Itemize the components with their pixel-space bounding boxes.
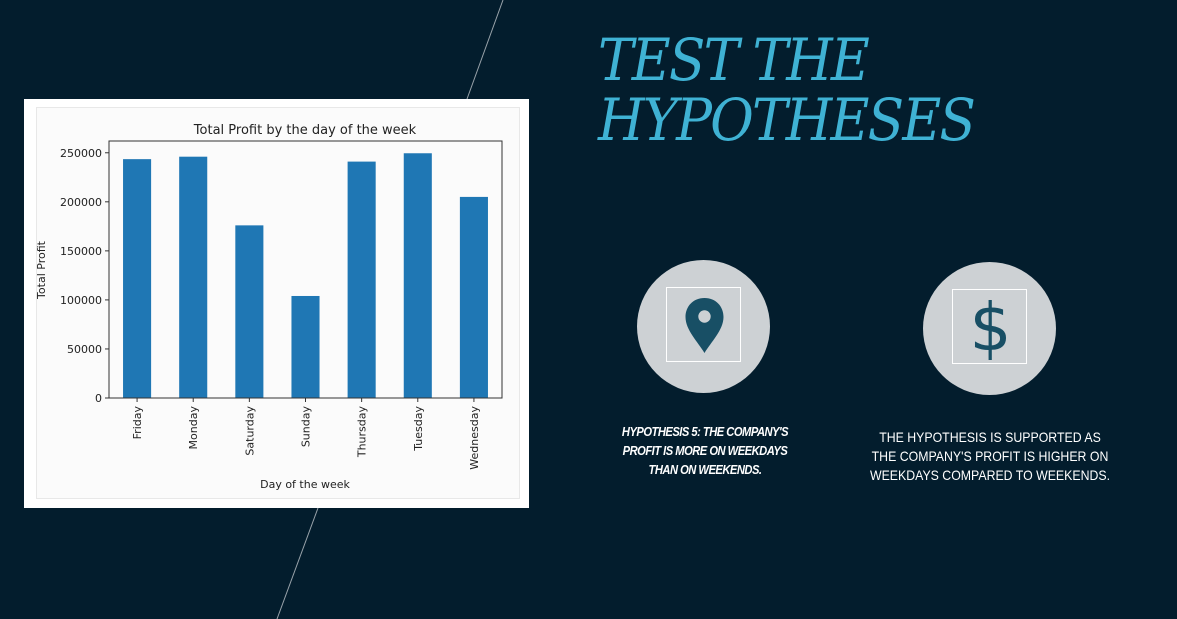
bar-saturday bbox=[235, 225, 264, 398]
x-tick-label-monday: Monday bbox=[187, 406, 200, 450]
bar-friday bbox=[123, 159, 152, 398]
slide-title: TEST THE HYPOTHESES bbox=[598, 26, 976, 154]
x-tick-label-wednesday: Wednesday bbox=[468, 406, 481, 470]
y-axis: 0 50000 100000 150000 200000 250000 bbox=[60, 147, 109, 405]
x-tick-label-thursday: Thursday bbox=[356, 406, 369, 459]
dollar-icon-badge: $ bbox=[923, 262, 1056, 395]
y-tick-label: 0 bbox=[95, 392, 102, 405]
bar-group bbox=[123, 153, 488, 398]
slide-title-line-1: TEST THE bbox=[598, 26, 870, 94]
location-pin-icon bbox=[685, 298, 724, 353]
icon-frame bbox=[666, 287, 741, 362]
x-axis-label: Day of the week bbox=[260, 478, 350, 491]
x-tick-label-tuesday: Tuesday bbox=[412, 406, 425, 452]
bar-sunday bbox=[291, 295, 320, 398]
bar-tuesday bbox=[403, 153, 432, 398]
y-tick-label: 50000 bbox=[67, 343, 102, 356]
bar-wednesday bbox=[459, 196, 488, 398]
hypothesis-result: THE HYPOTHESIS IS SUPPORTED AS THE COMPA… bbox=[869, 429, 1111, 483]
bar-monday bbox=[179, 156, 208, 398]
dollar-sign-icon: $ bbox=[969, 288, 1012, 366]
y-axis-label: Total Profit bbox=[35, 240, 48, 300]
x-tick-label-friday: Friday bbox=[131, 406, 144, 440]
hypothesis-statement: HYPOTHESIS 5: THE COMPANY'S PROFIT IS MO… bbox=[621, 424, 789, 477]
profit-bar-chart: 0 50000 100000 150000 200000 250000 Friday Mon… bbox=[35, 123, 503, 491]
y-tick-label: 200000 bbox=[60, 196, 102, 209]
chart-figure-background bbox=[36, 107, 520, 499]
x-axis: Friday Monday Saturday Sunday Thursday Tuesda… bbox=[131, 398, 481, 470]
y-tick-label: 250000 bbox=[60, 147, 102, 160]
x-tick-label-saturday: Saturday bbox=[243, 406, 256, 456]
slide-title-line-2: HYPOTHESES bbox=[598, 86, 976, 154]
x-tick-label-sunday: Sunday bbox=[300, 406, 313, 448]
y-tick-label: 100000 bbox=[60, 294, 102, 307]
location-icon-badge bbox=[637, 260, 770, 393]
bar-thursday bbox=[347, 161, 376, 398]
y-tick-label: 150000 bbox=[60, 245, 102, 258]
chart-title: Total Profit by the day of the week bbox=[193, 123, 417, 138]
icon-frame: $ bbox=[952, 289, 1027, 364]
chart-card: 0 50000 100000 150000 200000 250000 Friday Mon… bbox=[24, 99, 529, 508]
